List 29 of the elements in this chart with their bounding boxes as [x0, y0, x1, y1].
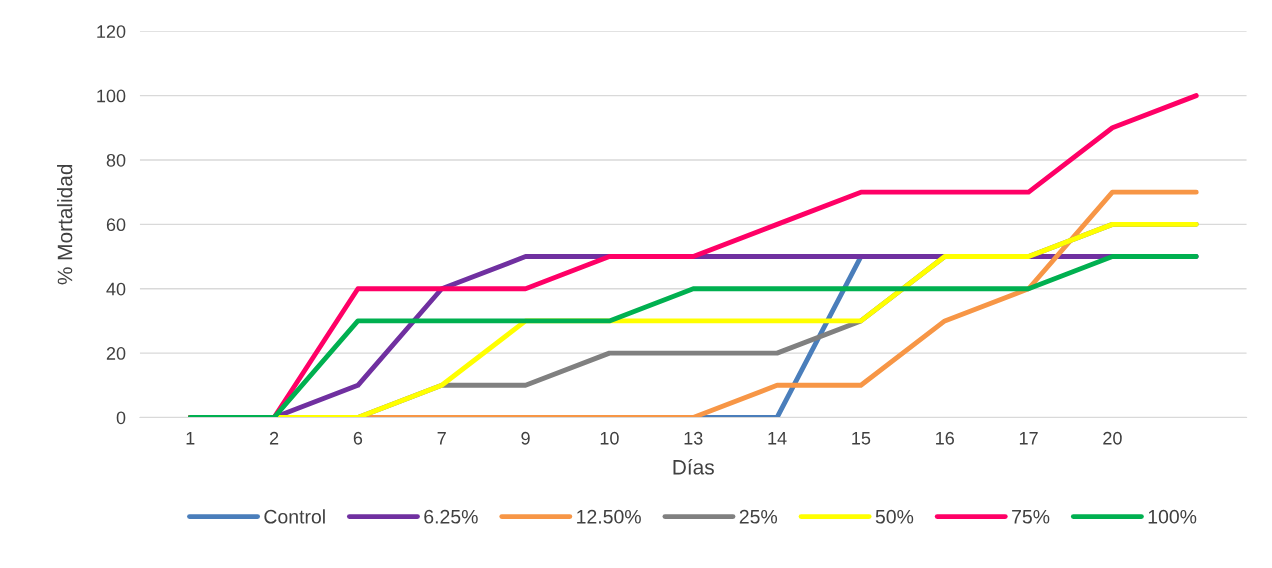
legend-label: Control — [264, 509, 325, 524]
x-tick-label: 20 — [1103, 431, 1122, 445]
x-tick-label: 7 — [437, 432, 446, 445]
x-tick-label: 17 — [1019, 432, 1038, 445]
legend-label: 6.25% — [424, 509, 478, 524]
y-tick-label: 100 — [97, 89, 126, 103]
x-tick-label: 9 — [521, 431, 530, 445]
x-tick-label: 15 — [852, 432, 871, 445]
x-tick-label: 1 — [186, 432, 195, 445]
x-axis-title: Días — [673, 459, 714, 475]
legend-label: 100% — [1148, 509, 1197, 524]
legend-label: 75% — [1012, 509, 1050, 524]
x-tick-label: 2 — [269, 431, 279, 445]
x-tick-label: 6 — [353, 431, 363, 445]
y-tick-label: 0 — [116, 411, 126, 425]
y-tick-label: 80 — [106, 153, 126, 167]
x-tick-label: 16 — [936, 431, 954, 445]
x-tick-label: 13 — [684, 431, 703, 445]
y-tick-label: 60 — [106, 218, 126, 232]
legend-label: 25% — [739, 509, 778, 524]
y-axis-title: % Mortalidad — [57, 164, 73, 285]
legend-label: 12.50% — [577, 509, 641, 524]
legend-label: 50% — [875, 509, 914, 524]
x-tick-label: 14 — [768, 432, 787, 445]
y-tick-label: 120 — [97, 25, 126, 38]
y-tick-label: 40 — [106, 282, 126, 296]
y-tick-label: 20 — [106, 347, 126, 360]
x-tick-label: 10 — [600, 431, 619, 445]
line-series — [187, 254, 1199, 418]
